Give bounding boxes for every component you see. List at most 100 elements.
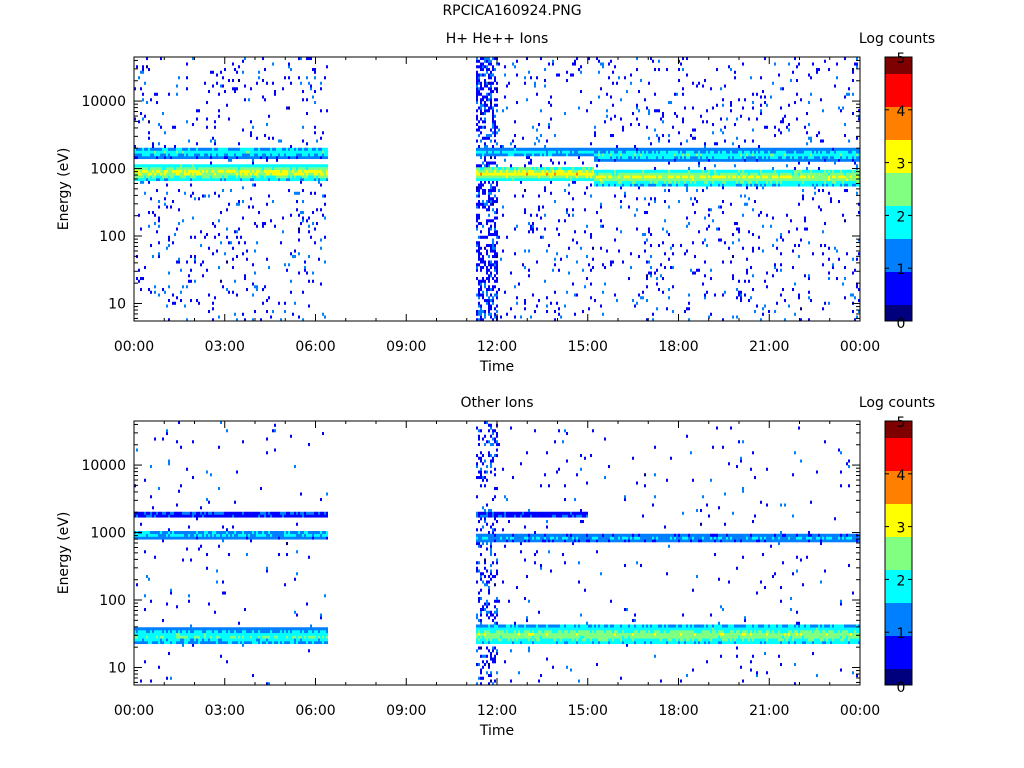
- spectrogram-cell: [198, 172, 200, 176]
- spectrogram-cell: [798, 62, 800, 66]
- spectrogram-cell: [646, 238, 648, 242]
- spectrogram-cell: [772, 158, 774, 162]
- spectrogram-cell: [724, 241, 726, 245]
- colorbar-segment: [885, 279, 912, 285]
- spectrogram-cell: [794, 158, 796, 162]
- spectrogram-cell: [252, 293, 254, 297]
- spectrogram-cell: [710, 208, 712, 212]
- spectrogram-cell: [204, 235, 206, 239]
- spectrogram-cell: [820, 172, 822, 176]
- spectrogram-cell: [814, 150, 816, 154]
- spectrogram-cell: [216, 167, 218, 171]
- spectrogram-cell: [316, 169, 318, 173]
- spectrogram-cell: [854, 161, 856, 165]
- spectrogram-cell: [638, 150, 640, 154]
- spectrogram-cell: [790, 147, 792, 151]
- spectrogram-cell: [750, 172, 752, 176]
- spectrogram-cell: [274, 224, 276, 228]
- spectrogram-cell: [648, 180, 650, 184]
- spectrogram-cell: [478, 288, 480, 292]
- spectrogram-cell: [818, 175, 820, 179]
- spectrogram-cell: [622, 128, 624, 132]
- spectrogram-cell: [484, 65, 486, 69]
- spectrogram-cell: [564, 161, 566, 165]
- spectrogram-cell: [260, 172, 262, 176]
- spectrogram-cell: [502, 150, 504, 154]
- spectrogram-cell: [744, 279, 746, 283]
- spectrogram-cell: [590, 175, 592, 179]
- spectrogram-cell: [826, 169, 828, 173]
- spectrogram-cell: [642, 150, 644, 154]
- spectrogram-cell: [250, 169, 252, 173]
- spectrogram-cell: [528, 153, 530, 157]
- spectrogram-cell: [718, 158, 720, 162]
- spectrogram-cell: [270, 172, 272, 176]
- spectrogram-cell: [754, 178, 756, 182]
- spectrogram-cell: [580, 178, 582, 182]
- spectrogram-cell: [152, 211, 154, 215]
- spectrogram-cell: [690, 268, 692, 272]
- spectrogram-cell: [522, 172, 524, 176]
- spectrogram-cell: [288, 153, 290, 157]
- spectrogram-cell: [530, 150, 532, 154]
- spectrogram-cell: [852, 180, 854, 184]
- spectrogram-cell: [580, 70, 582, 74]
- spectrogram-cell: [494, 246, 496, 250]
- spectrogram-cell: [148, 150, 150, 154]
- spectrogram-cell: [658, 178, 660, 182]
- spectrogram-cell: [682, 57, 684, 61]
- spectrogram-cell: [530, 76, 532, 80]
- spectrogram-cell: [146, 147, 148, 151]
- spectrogram-cell: [610, 183, 612, 187]
- spectrogram-cell: [690, 156, 692, 160]
- spectrogram-cell: [616, 169, 618, 173]
- spectrogram-cell: [616, 145, 618, 149]
- spectrogram-cell: [314, 68, 316, 72]
- spectrogram-cell: [786, 178, 788, 182]
- spectrogram-cell: [286, 147, 288, 151]
- spectrogram-cell: [274, 178, 276, 182]
- spectrogram-cell: [326, 169, 328, 173]
- spectrogram-cell: [716, 172, 718, 176]
- spectrogram-cell: [294, 147, 296, 151]
- spectrogram-cell: [302, 164, 304, 168]
- spectrogram-cell: [710, 268, 712, 272]
- spectrogram-cell: [788, 169, 790, 173]
- spectrogram-cell: [712, 169, 714, 173]
- spectrogram-cell: [528, 150, 530, 154]
- spectrogram-cell: [848, 87, 850, 91]
- spectrogram-cell: [534, 172, 536, 176]
- spectrogram-cell: [278, 172, 280, 176]
- spectrogram-cell: [790, 172, 792, 176]
- spectrogram-cell: [674, 180, 676, 184]
- spectrogram-cell: [250, 150, 252, 154]
- spectrogram-cell: [546, 175, 548, 179]
- spectrogram-cell: [504, 175, 506, 179]
- spectrogram-cell: [476, 310, 478, 314]
- spectrogram-cell: [840, 156, 842, 160]
- spectrogram-cell: [824, 172, 826, 176]
- spectrogram-cell: [274, 175, 276, 179]
- spectrogram-cell: [186, 120, 188, 124]
- spectrogram-cell: [214, 172, 216, 176]
- spectrogram-cell: [516, 296, 518, 300]
- spectrogram-cell: [800, 178, 802, 182]
- spectrogram-cell: [810, 150, 812, 154]
- spectrogram-cell: [478, 189, 480, 193]
- spectrogram-cell: [616, 299, 618, 303]
- spectrogram-cell: [742, 156, 744, 160]
- colorbar-segment: [885, 230, 912, 235]
- spectrogram-cell: [230, 178, 232, 182]
- spectrogram-cell: [278, 301, 280, 305]
- spectrogram-cell: [852, 183, 854, 187]
- spectrogram-cell: [186, 164, 188, 168]
- spectrogram-cell: [516, 224, 518, 228]
- spectrogram-cell: [286, 156, 288, 160]
- spectrogram-cell: [614, 156, 616, 160]
- spectrogram-cell: [138, 635, 140, 639]
- spectrogram-cell: [852, 178, 854, 182]
- spectrogram-cell: [856, 191, 858, 195]
- spectrogram-cell: [480, 112, 482, 116]
- spectrogram-cell: [488, 172, 490, 176]
- spectrogram-cell: [528, 172, 530, 176]
